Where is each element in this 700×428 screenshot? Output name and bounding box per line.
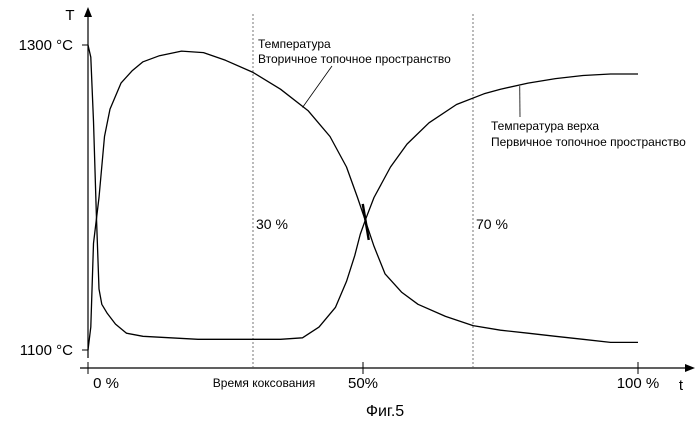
- guide-lines: [253, 14, 473, 368]
- series-line-2: [88, 51, 638, 350]
- x-tick-label: 0 %: [93, 375, 119, 392]
- x-axis-label: t: [679, 377, 684, 394]
- series-label-line: Температура: [258, 37, 331, 51]
- series-label-line: Вторичное топочное пространство: [258, 52, 451, 66]
- y-tick-label: 1300 °C: [19, 37, 74, 54]
- y-tick-label: 1100 °C: [20, 342, 73, 359]
- series-leader-line: [303, 66, 333, 108]
- series-label-line: Температура верха: [491, 119, 599, 133]
- crossing-marker: [363, 204, 369, 240]
- series-line-1: [88, 45, 638, 339]
- guide-label: 30 %: [256, 216, 288, 232]
- chart-labels: Tt 1100 °C 1300 °C 0 % 50% 100 % Время коксова…: [19, 7, 687, 420]
- x-tick-label: 100 %: [617, 375, 660, 392]
- figure-caption: Фиг.5: [366, 403, 404, 420]
- x-axis-title: Время коксования: [213, 376, 315, 390]
- series-lines: [88, 45, 638, 350]
- guide-label: 70 %: [476, 216, 508, 232]
- x-tick-label: 50%: [348, 375, 378, 392]
- axes: [80, 12, 690, 374]
- series-label-line: Первичное топочное пространство: [491, 135, 686, 149]
- y-axis-label: T: [65, 7, 74, 24]
